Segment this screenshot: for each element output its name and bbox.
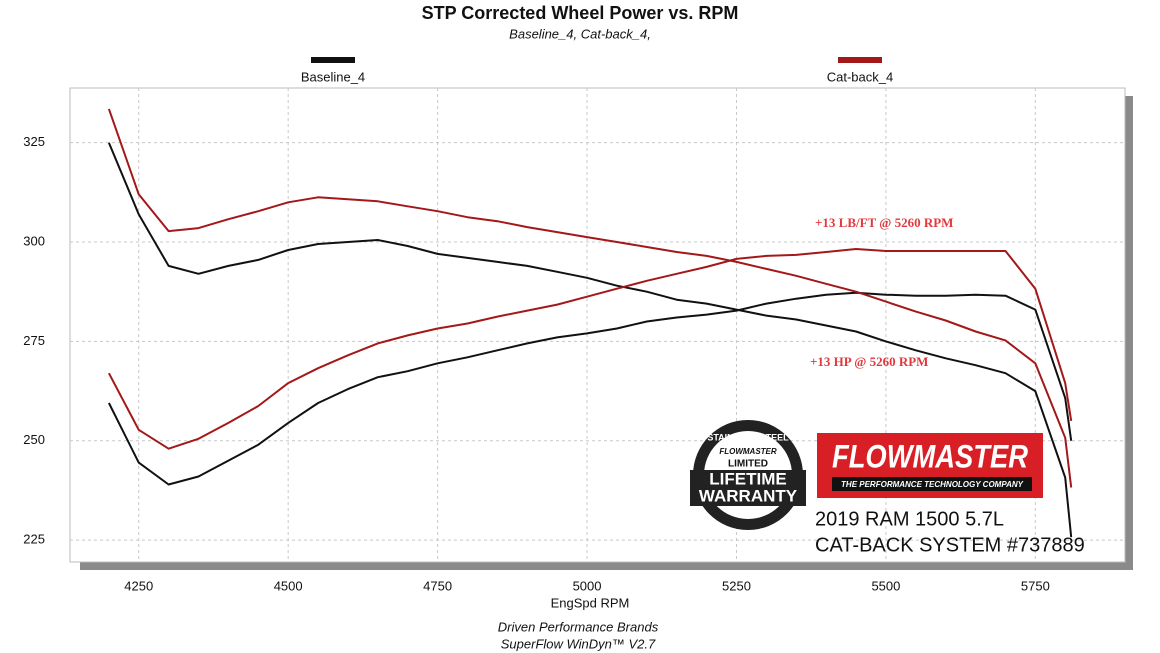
x-tick-label: 5000 — [573, 578, 602, 593]
data-line — [108, 248, 1073, 450]
x-tick-label: 4750 — [423, 578, 452, 593]
data-line — [107, 108, 1073, 488]
x-tick-label: 5500 — [871, 578, 900, 593]
x-tick-label: 4250 — [124, 578, 153, 593]
chart-subtitle: Baseline_4, Cat-back_4, — [509, 26, 651, 41]
logo-band — [832, 477, 1032, 491]
data-line — [108, 291, 1073, 486]
vehicle-text: 2019 RAM 1500 5.7L — [815, 508, 1004, 530]
vehicle-text: CAT-BACK SYSTEM #737889 — [815, 534, 1085, 556]
badge-text: LIMITED — [728, 459, 768, 470]
x-tick-label: 4500 — [274, 578, 303, 593]
logo-tagline: THE PERFORMANCE TECHNOLOGY COMPANY — [841, 480, 1024, 489]
badge-text: WARRANTY — [699, 486, 798, 505]
legend-label: Cat-back_4 — [827, 69, 893, 84]
annotation: +13 LB/FT @ 5260 RPM — [815, 215, 953, 230]
x-tick-label: 5750 — [1021, 578, 1050, 593]
legend-swatch — [311, 57, 355, 63]
y-tick-label: 275 — [23, 333, 45, 348]
badge-text: FLOWMASTER — [719, 447, 777, 456]
y-tick-label: 225 — [23, 532, 45, 547]
footer: Driven Performance Brands — [498, 619, 659, 634]
logo-brand: FLOWMASTER — [832, 438, 1028, 474]
y-tick-label: 250 — [23, 432, 45, 447]
data-line — [107, 142, 1073, 538]
badge-banner — [690, 470, 806, 506]
flowmaster-logo: FLOWMASTER THE PERFORMANCE TECHNOLOGY CO… — [817, 433, 1043, 498]
legend-label: Baseline_4 — [301, 69, 365, 84]
footer: SuperFlow WinDyn™ V2.7 — [501, 636, 656, 651]
legend-swatch — [838, 57, 882, 63]
y-tick-label: 325 — [23, 134, 45, 149]
chart-title: STP Corrected Wheel Power vs. RPM — [422, 3, 739, 23]
y-tick-label: 300 — [23, 233, 45, 248]
annotation: +13 HP @ 5260 RPM — [810, 354, 928, 369]
x-axis-label: EngSpd RPM — [551, 595, 630, 610]
warranty-badge: STAINLESS STEEL FLOWMASTER LIMITED LIFET… — [690, 420, 806, 530]
x-tick-label: 5250 — [722, 578, 751, 593]
badge-text: LIFETIME — [709, 469, 786, 488]
badge-text: STAINLESS STEEL — [707, 432, 789, 442]
